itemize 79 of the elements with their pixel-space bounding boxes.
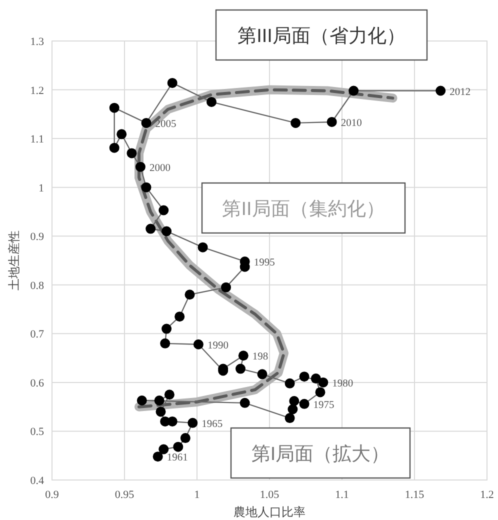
point [315, 387, 326, 398]
point [436, 86, 446, 96]
point [284, 378, 295, 388]
y-tick-label: 1 [38, 182, 44, 194]
y-tick-label: 0.9 [30, 231, 44, 244]
point [109, 102, 120, 113]
y-tick-label: 0.4 [30, 475, 44, 487]
point [299, 372, 310, 382]
point [141, 118, 152, 128]
point [167, 78, 178, 88]
point [221, 282, 231, 292]
point [238, 350, 248, 361]
y-tick-label: 0.5 [30, 426, 44, 438]
point [180, 433, 190, 444]
annotation: 198 [252, 352, 268, 363]
annotation: 2000 [149, 162, 170, 174]
annotation: 第III局面（省力化） [238, 26, 406, 47]
point [146, 224, 156, 234]
x-tick-label: 1.15 [404, 489, 425, 501]
annotation: 第I局面（拡大） [251, 444, 390, 465]
y-tick-label: 0.6 [30, 377, 44, 390]
point [135, 162, 146, 172]
annotation: 2005 [155, 118, 176, 130]
point [288, 404, 298, 414]
point [290, 118, 301, 128]
point [173, 442, 184, 452]
point [156, 406, 166, 417]
y-tick-label: 0.8 [30, 280, 44, 292]
point [236, 364, 246, 374]
point [299, 398, 310, 409]
y-tick-label: 1.1 [30, 134, 44, 146]
point [160, 338, 170, 348]
point [184, 290, 195, 300]
point [164, 390, 174, 400]
annotation: 1975 [313, 400, 334, 411]
point [284, 413, 295, 424]
point [141, 182, 152, 192]
y-tick-label: 0.7 [30, 328, 44, 341]
point [162, 324, 172, 334]
point [160, 416, 170, 426]
point [289, 396, 300, 406]
x-tick-label: 0.95 [114, 489, 135, 501]
x-tick-label: 1.05 [260, 489, 280, 501]
y-tick-label: 1.2 [30, 84, 44, 97]
annotation: 1961 [166, 452, 188, 464]
point [162, 226, 172, 236]
point [206, 96, 216, 107]
x-tick-label: 1.2 [480, 489, 494, 501]
point [174, 312, 185, 322]
point [318, 377, 328, 388]
annotation: 2010 [340, 118, 362, 129]
x-axis-title: 農地人口比率 [234, 505, 306, 519]
point [240, 398, 250, 408]
x-tick-label: 1.1 [335, 489, 349, 501]
point [158, 205, 169, 216]
point [348, 86, 359, 96]
y-axis-title: 土地生産性 [7, 230, 21, 290]
point [326, 116, 337, 127]
annotation: 1990 [207, 340, 228, 352]
annotation: 2012 [450, 86, 471, 98]
x-tick-label: 1 [194, 489, 200, 501]
point [152, 452, 163, 462]
annotation: 第II局面（集約化） [222, 199, 385, 220]
y-tick-label: 1.3 [30, 36, 44, 48]
point [310, 374, 321, 384]
point [198, 242, 208, 252]
point [158, 444, 169, 454]
point [116, 129, 127, 140]
x-tick-label: 0.9 [45, 489, 60, 501]
annotation: 1980 [332, 378, 354, 390]
point [136, 395, 147, 406]
point [109, 142, 120, 153]
point [257, 369, 268, 380]
point [154, 395, 164, 406]
point [188, 418, 198, 428]
point [193, 339, 204, 350]
annotation: 1995 [254, 257, 275, 268]
point [126, 148, 137, 158]
annotation: 1965 [202, 418, 223, 430]
